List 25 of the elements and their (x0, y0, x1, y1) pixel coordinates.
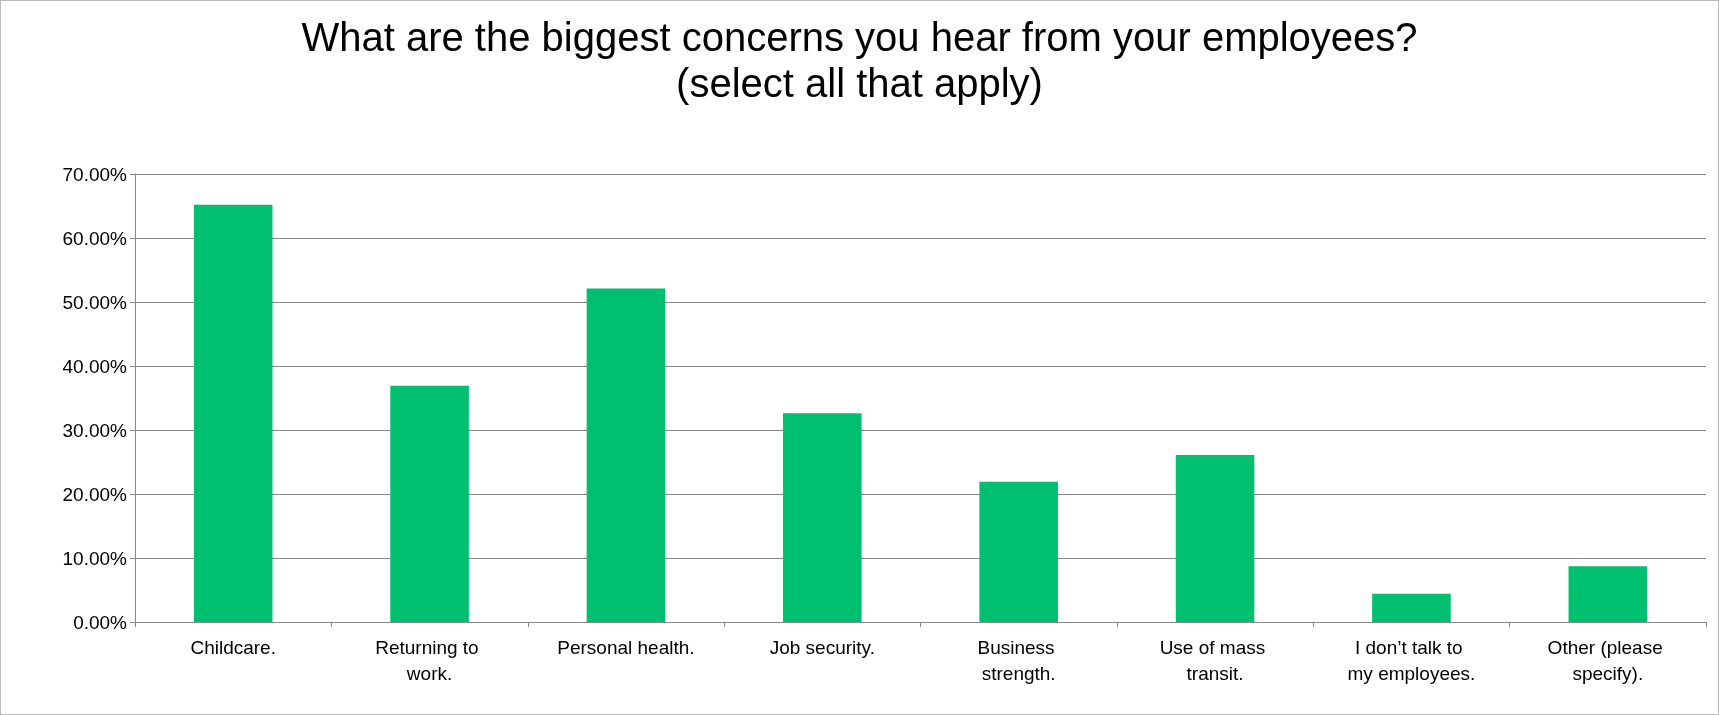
bar (1568, 566, 1648, 622)
bar (1372, 593, 1451, 622)
x-tick-label: Returning to work. (375, 636, 484, 684)
y-tick-label: 10.00% (62, 547, 128, 569)
y-tick-label: 40.00% (62, 355, 128, 377)
bar (979, 481, 1058, 622)
y-tick-label: 20.00% (62, 483, 128, 505)
chart-title: What are the biggest concerns you hear from your employees? (select all that apply) (301, 15, 1418, 105)
x-tick-label: Business strength. (977, 636, 1060, 684)
bar (783, 413, 862, 622)
y-tick-label: 30.00% (62, 419, 128, 441)
bar (586, 288, 666, 622)
y-tick-label: 60.00% (62, 227, 128, 249)
y-tick-label: 0.00% (73, 611, 128, 633)
bar (390, 385, 469, 622)
bar (193, 204, 273, 622)
y-tick-label: 50.00% (62, 291, 128, 313)
x-tick-label: Other (please specify). (1547, 636, 1669, 684)
bar (1175, 454, 1255, 622)
y-tick-label: 70.00% (62, 163, 128, 185)
x-tick-label: Childcare. (190, 636, 276, 658)
x-tick-label: Personal health. (557, 636, 695, 658)
x-tick-label: I don’t talk to my employees. (1347, 636, 1476, 684)
x-tick-label: Use of mass transit. (1159, 636, 1271, 684)
x-tick-label: Job security. (769, 636, 875, 658)
